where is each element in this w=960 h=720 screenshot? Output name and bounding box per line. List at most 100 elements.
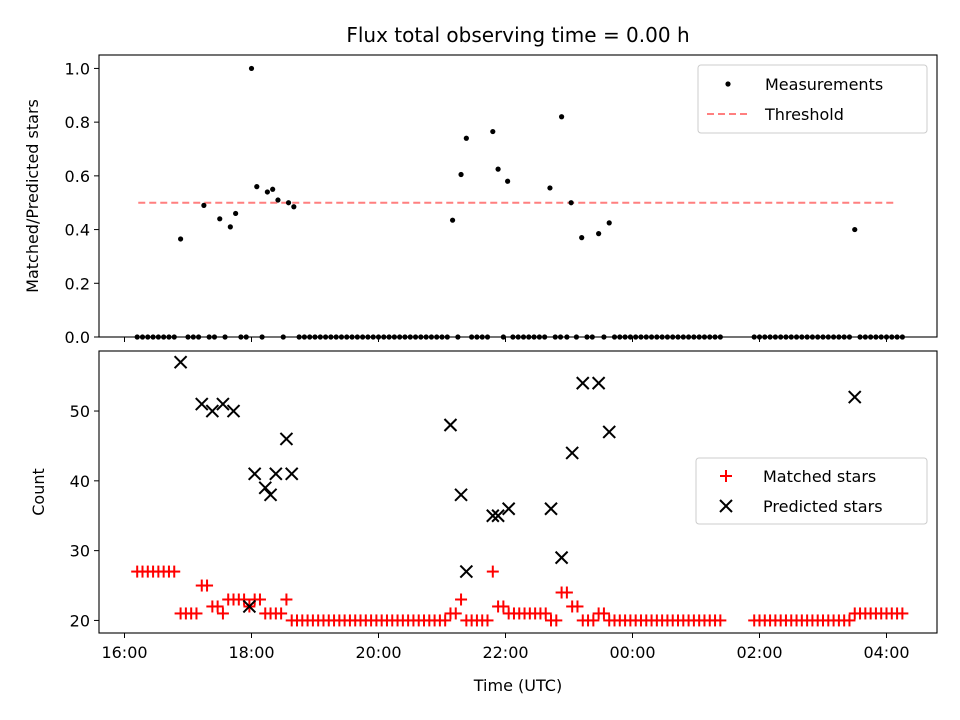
- predicted-star-point: [443, 418, 458, 432]
- matched-star-point: [486, 565, 499, 578]
- measurement-point: [270, 186, 276, 192]
- legend-measurements-marker: [725, 81, 731, 87]
- matched-star-point: [439, 614, 452, 627]
- measurement-point: [458, 171, 464, 178]
- predicted-stars-points: [173, 355, 862, 614]
- measurement-point: [558, 114, 565, 120]
- measurement-point: [177, 236, 184, 242]
- matched-stars-points: [131, 565, 909, 627]
- time-x-tick-label: 22:00: [482, 643, 528, 662]
- matched-star-point: [714, 614, 727, 627]
- matched-star-point: [481, 614, 494, 627]
- time-x-axis: 16:00 18:00 20:00 22:00 00:00 02:00 04:00: [101, 633, 910, 662]
- predicted-star-point: [491, 509, 505, 523]
- predicted-star-point: [454, 488, 468, 502]
- measurement-point: [201, 202, 207, 208]
- matched-star-point: [455, 593, 468, 606]
- measurement-point: [579, 235, 585, 241]
- predicted-star-point: [285, 467, 299, 481]
- predicted-star-point: [554, 550, 569, 565]
- predicted-star-point: [501, 502, 516, 516]
- predicted-star-point: [565, 446, 579, 460]
- measurement-point: [449, 217, 456, 223]
- predicted-star-point: [216, 397, 230, 411]
- measurement-point: [568, 200, 574, 206]
- count-y-axis: 20 30 40 50: [70, 402, 99, 630]
- legend-measurements-label: Measurements: [765, 75, 883, 94]
- ratio-y-tick-label: 0.2: [65, 274, 90, 293]
- measurement-point: [852, 226, 858, 233]
- matched-star-point: [571, 600, 584, 613]
- measurement-point: [285, 200, 292, 206]
- matched-star-point: [211, 600, 224, 613]
- predicted-star-point: [205, 404, 220, 418]
- predicted-star-point: [279, 432, 294, 446]
- time-x-tick-label: 04:00: [863, 643, 909, 662]
- ratio-legend: Measurements Threshold: [697, 64, 928, 134]
- time-x-tick-label: 16:00: [101, 643, 147, 662]
- measurement-point: [547, 185, 553, 191]
- ratio-y-tick-label: 0.0: [65, 328, 90, 347]
- measurement-point: [606, 220, 612, 226]
- count-legend-box: [695, 457, 928, 525]
- ratio-y-axis-label: Matched/Predicted stars: [23, 99, 42, 293]
- predicted-star-point: [269, 467, 283, 481]
- ratio-y-tick-label: 0.6: [65, 167, 90, 186]
- legend-predicted-marker: [719, 499, 733, 513]
- matched-star-point: [216, 607, 229, 620]
- predicted-star-point: [602, 425, 616, 439]
- ratio-y-tick-label: 0.8: [65, 113, 90, 132]
- predicted-star-point: [263, 488, 278, 502]
- ratio-axes-frame: [98, 54, 938, 338]
- measurement-point: [291, 204, 297, 210]
- matched-star-point: [560, 586, 573, 599]
- time-x-tick-label: 02:00: [736, 643, 782, 662]
- ratio-y-axis: 0.0 0.2 0.4 0.6 0.8 1.0: [65, 59, 99, 347]
- matched-star-point: [896, 607, 909, 620]
- matched-star-point: [550, 614, 563, 627]
- measurement-point: [596, 231, 602, 237]
- legend-predicted-label: Predicted stars: [763, 497, 883, 516]
- time-x-tick-label: 20:00: [355, 643, 401, 662]
- matched-star-point: [253, 593, 266, 606]
- count-legend: Matched stars Predicted stars: [695, 457, 928, 525]
- matched-star-point: [201, 579, 214, 592]
- matched-star-point: [497, 600, 510, 613]
- measurement-point: [254, 184, 260, 190]
- predicted-star-point: [486, 509, 500, 523]
- matched-star-point: [843, 614, 856, 627]
- ratio-panel: 0.0 0.2 0.4 0.6 0.8 1.0 Matched/Predicted sta…: [23, 54, 938, 347]
- time-x-tick-label: 18:00: [228, 643, 274, 662]
- time-x-axis-label: Time (UTC): [473, 676, 562, 695]
- predicted-star-point: [576, 376, 590, 390]
- predicted-star-point: [226, 404, 241, 418]
- measurement-point: [264, 189, 270, 195]
- predicted-star-point: [591, 376, 606, 390]
- measurement-point: [505, 178, 511, 184]
- chart-title: Flux total observing time = 0.00 h: [346, 23, 689, 47]
- measurement-point: [248, 65, 255, 72]
- time-x-tick-label: 00:00: [609, 643, 655, 662]
- predicted-star-point: [459, 564, 474, 579]
- predicted-star-point: [848, 390, 862, 404]
- ratio-y-tick-label: 1.0: [65, 59, 90, 78]
- predicted-star-point: [258, 481, 272, 495]
- matched-star-point: [190, 607, 203, 620]
- matched-star-point: [587, 614, 600, 627]
- measurement-point: [490, 128, 496, 135]
- ratio-y-tick-label: 0.4: [65, 221, 90, 240]
- predicted-star-point: [544, 502, 558, 516]
- predicted-star-point: [195, 397, 209, 411]
- count-y-tick-label: 50: [70, 402, 90, 421]
- measurement-point: [275, 197, 281, 203]
- matched-star-point: [597, 607, 610, 620]
- matched-star-point: [539, 607, 552, 620]
- legend-matched-marker: [720, 470, 732, 482]
- predicted-star-point: [247, 467, 262, 481]
- legend-matched-label: Matched stars: [763, 467, 876, 486]
- matched-star-point: [280, 593, 293, 606]
- count-y-tick-label: 20: [70, 611, 90, 630]
- count-axes-frame: [98, 350, 938, 634]
- count-y-tick-label: 40: [70, 472, 90, 491]
